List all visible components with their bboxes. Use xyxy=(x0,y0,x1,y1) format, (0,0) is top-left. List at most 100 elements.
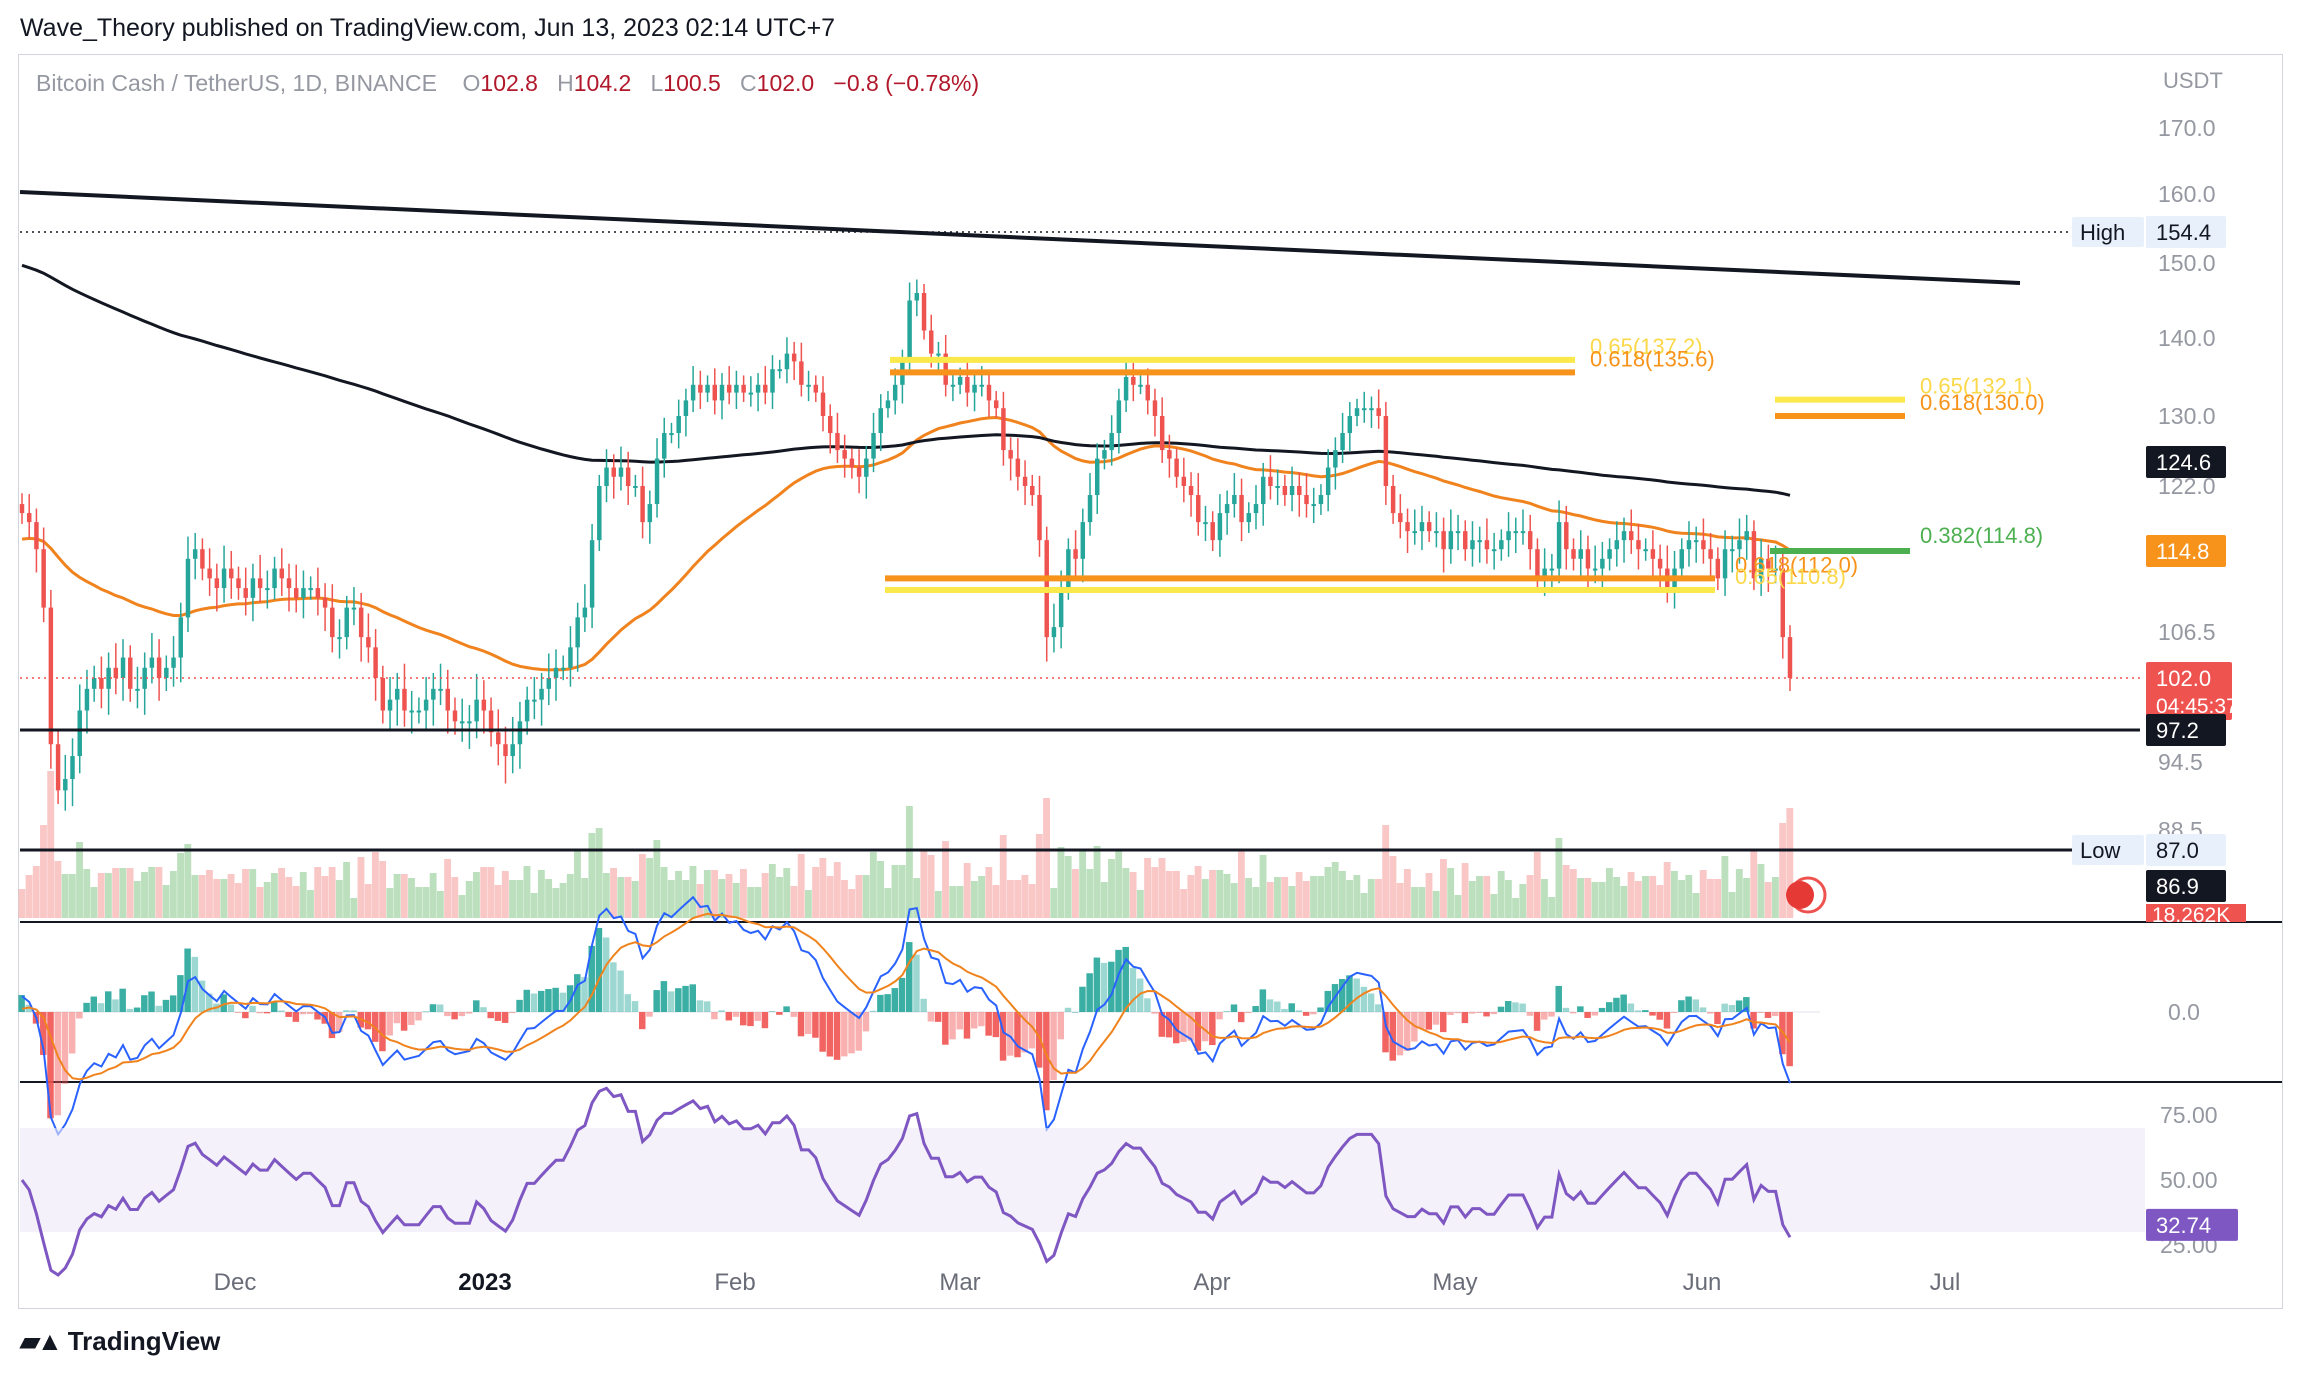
volume-bar xyxy=(949,886,957,918)
macd-hist-bar xyxy=(877,994,884,1012)
volume-bar xyxy=(689,866,697,918)
candle xyxy=(1246,513,1252,523)
candle xyxy=(892,384,898,401)
candle xyxy=(1094,458,1100,496)
macd-hist-bar xyxy=(148,991,155,1012)
ema200-price-badge: 124.6 xyxy=(2156,450,2211,475)
volume-bar xyxy=(1216,870,1224,918)
volume-bar xyxy=(422,887,430,918)
candle xyxy=(120,657,126,678)
macd-hist-bar xyxy=(1389,1012,1396,1061)
candle xyxy=(459,721,465,724)
candle xyxy=(1578,549,1583,559)
candle xyxy=(784,353,790,370)
macd-hist-bar xyxy=(1259,989,1267,1012)
volume-bar xyxy=(1165,871,1173,918)
candle xyxy=(705,384,710,393)
macd-hist-bar xyxy=(1598,1007,1606,1012)
volume-bar xyxy=(458,895,466,918)
volume-bar xyxy=(1028,884,1036,918)
volume-bar xyxy=(1411,887,1418,918)
macd-hist-bar xyxy=(184,948,191,1012)
volume-bar xyxy=(1144,858,1151,918)
volume-bar xyxy=(1757,864,1765,918)
candle xyxy=(358,607,364,638)
macd-hist-bar xyxy=(1108,961,1115,1012)
volume-bar xyxy=(18,889,26,918)
candle xyxy=(84,688,90,711)
macd-hist-bar xyxy=(292,1012,300,1022)
macd-hist-bar xyxy=(1656,1012,1663,1020)
volume-bar xyxy=(595,828,603,918)
volume-bar xyxy=(314,867,322,918)
candle xyxy=(272,568,277,589)
candle xyxy=(1455,531,1461,534)
volume-bar xyxy=(1338,871,1346,918)
volume-bar xyxy=(1692,893,1700,918)
macd-hist-bar xyxy=(509,1012,516,1014)
volume-bar xyxy=(1281,877,1289,918)
candle xyxy=(1030,486,1035,496)
volume-bar xyxy=(1136,890,1144,918)
macd-hist-bar xyxy=(1281,1008,1288,1012)
candle xyxy=(128,657,133,689)
candle xyxy=(1181,476,1187,486)
candle xyxy=(1629,531,1634,541)
low-price-badge: 87.0 xyxy=(2156,838,2199,863)
macd-hist-bar xyxy=(227,1004,235,1012)
candle xyxy=(647,504,653,523)
volume-bar xyxy=(956,886,964,918)
macd-hist-bar xyxy=(732,1012,740,1017)
candle xyxy=(402,688,407,711)
macd-hist-bar xyxy=(747,1012,754,1027)
candle xyxy=(755,384,761,393)
candle xyxy=(1325,467,1331,496)
symbol-title: Bitcoin Cash / TetherUS, 1D, BINANCE xyxy=(36,70,437,96)
macd-hist-bar xyxy=(263,1012,271,1014)
candle xyxy=(279,568,285,579)
macd-hist-bar xyxy=(1079,986,1086,1012)
volume-bar xyxy=(1317,876,1325,918)
candle xyxy=(1268,476,1273,486)
macd-hist-bar xyxy=(1577,1006,1584,1012)
macd-hist-bar xyxy=(1245,1012,1252,1014)
volume-bar xyxy=(1476,876,1483,918)
volume-bar xyxy=(884,888,892,918)
candle xyxy=(221,568,227,589)
volume-bar xyxy=(1079,851,1087,918)
tradingview-brand[interactable]: ▰▲ TradingView xyxy=(20,1326,220,1357)
candle xyxy=(1318,495,1324,505)
macd-hist-bar xyxy=(1634,1010,1642,1012)
low-price-badge-bg xyxy=(2146,834,2226,866)
volume-bar xyxy=(415,887,423,918)
macd-hist-bar xyxy=(1555,985,1562,1012)
candle xyxy=(1701,540,1706,550)
volume-bar xyxy=(790,886,798,918)
candle xyxy=(1477,540,1482,543)
candle xyxy=(1174,458,1179,477)
volume-bar xyxy=(465,881,473,918)
candle xyxy=(1066,549,1071,589)
candle xyxy=(1585,549,1591,569)
fib-level-label: 0.618(135.6) xyxy=(1590,346,1715,371)
candle xyxy=(293,588,299,598)
macd-hist-bar xyxy=(869,1010,877,1012)
candle xyxy=(871,433,876,459)
volume-bar xyxy=(83,869,91,918)
ema-50-line xyxy=(21,415,1791,672)
macd-hist-bar xyxy=(487,1012,494,1019)
macd-hist-bar xyxy=(1533,1012,1541,1031)
candle xyxy=(1109,433,1114,451)
candle xyxy=(185,558,191,618)
macd-hist-bar xyxy=(1223,1010,1231,1012)
macd-hist-bar xyxy=(1338,978,1346,1012)
volume-bar xyxy=(1685,875,1693,918)
macd-hist-bar xyxy=(1620,994,1627,1012)
candle xyxy=(806,384,811,387)
macd-hist-bar xyxy=(1375,1004,1382,1012)
macd-hist-bar xyxy=(328,1012,336,1039)
date-tick-label: Jul xyxy=(1930,1269,1961,1296)
macd-hist-bar xyxy=(480,1007,487,1012)
candle xyxy=(113,667,119,678)
